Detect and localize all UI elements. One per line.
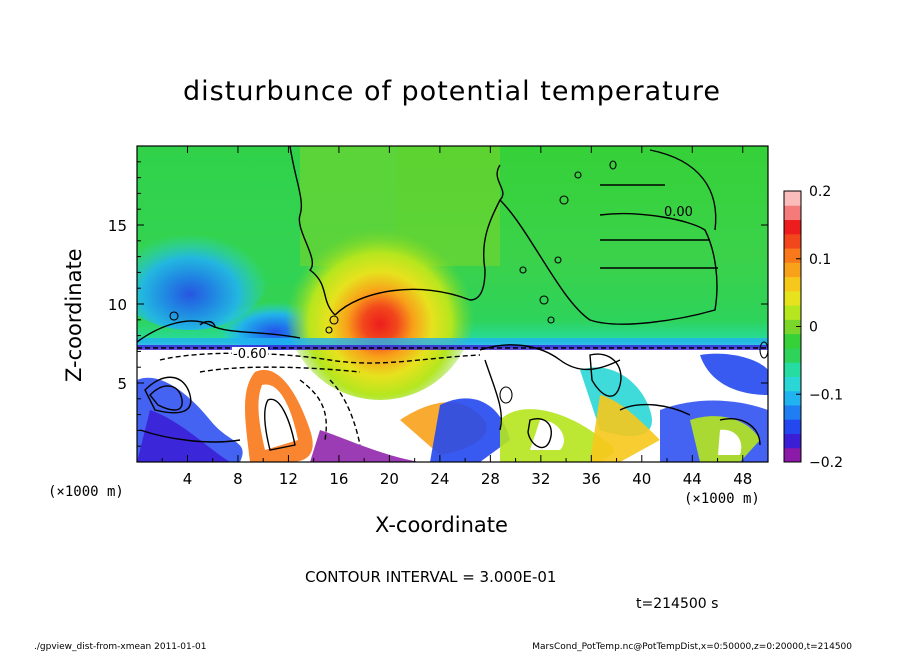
colorbar-swatch [784, 262, 801, 278]
colorbar-swatch [784, 290, 801, 306]
colorbar-swatch [784, 347, 801, 363]
x-tick-label: 44 [683, 470, 702, 488]
colorbar-swatch [784, 419, 801, 434]
x-tick-label: 40 [632, 470, 651, 488]
y-axis-label: Z-coordinate [62, 248, 86, 382]
warm-anomaly [285, 210, 475, 400]
x-tick-label: 20 [380, 470, 399, 488]
x-tick-label: 28 [481, 470, 500, 488]
time-label: t=214500 s [636, 596, 719, 612]
colorbar-swatch [784, 333, 801, 349]
footer-right: MarsCond_PotTemp.nc@PotTempDist,x=0:5000… [532, 642, 852, 652]
colorbar-swatch [784, 319, 801, 335]
x-unit-label-left: (×1000 m) [48, 484, 124, 500]
contour-interval-text: CONTOUR INTERVAL = 3.000E-01 [305, 568, 557, 586]
colorbar-swatch [784, 276, 801, 292]
colorbar-swatch [784, 191, 801, 206]
colorbar [783, 190, 802, 463]
colorbar-swatch [784, 390, 801, 406]
x-tick-label: 16 [329, 470, 348, 488]
colorbar-tick-label: 0 [809, 320, 818, 336]
colorbar-swatch [784, 305, 801, 320]
x-tick-label: 36 [582, 470, 601, 488]
heatmap-field [137, 146, 768, 462]
footer-left: ./gpview_dist-from-xmean 2011-01-01 [34, 642, 207, 652]
contour-label-zero: 0.00 [664, 205, 693, 220]
y-tick-label: 10 [108, 296, 127, 314]
colorbar-swatch [784, 376, 801, 392]
colorbar-swatch [784, 362, 801, 377]
y-tick-label: 15 [108, 217, 127, 235]
chart-title: disturbunce of potential temperature [183, 76, 721, 107]
colorbar-tick-label: −0.1 [809, 387, 843, 403]
colorbar-swatch [784, 219, 801, 235]
y-tick-label: 5 [117, 375, 127, 393]
x-tick-label: 32 [531, 470, 550, 488]
colorbar-tick-label: 0.1 [809, 252, 831, 268]
colorbar-swatch [784, 447, 801, 463]
colorbar-ticks: 0.2 0.1 0 −0.1 −0.2 [796, 184, 843, 471]
contour-label-neg: -0.60 [232, 347, 268, 362]
colorbar-swatch [784, 433, 801, 449]
svg-text:0.00: 0.00 [664, 205, 693, 220]
svg-text:-0.60: -0.60 [233, 347, 267, 362]
x-axis-label: X-coordinate [375, 513, 508, 537]
x-tick-label: 24 [430, 470, 449, 488]
colorbar-swatch [784, 248, 801, 263]
colorbar-tick-label: 0.2 [809, 184, 831, 200]
y-axis: 5 10 15 [108, 161, 768, 447]
x-tick-label: 8 [233, 470, 243, 488]
colorbar-tick-label: −0.2 [809, 455, 843, 471]
x-unit-label-right: (×1000 m) [684, 491, 760, 507]
x-tick-label: 4 [183, 470, 193, 488]
x-tick-label: 12 [279, 470, 298, 488]
x-axis: 4 8 12 16 20 24 28 32 36 40 44 48 [161, 146, 752, 488]
colorbar-swatch [784, 233, 801, 249]
x-tick-label: 48 [733, 470, 752, 488]
colorbar-swatch [784, 205, 801, 221]
colorbar-swatch [784, 404, 801, 420]
